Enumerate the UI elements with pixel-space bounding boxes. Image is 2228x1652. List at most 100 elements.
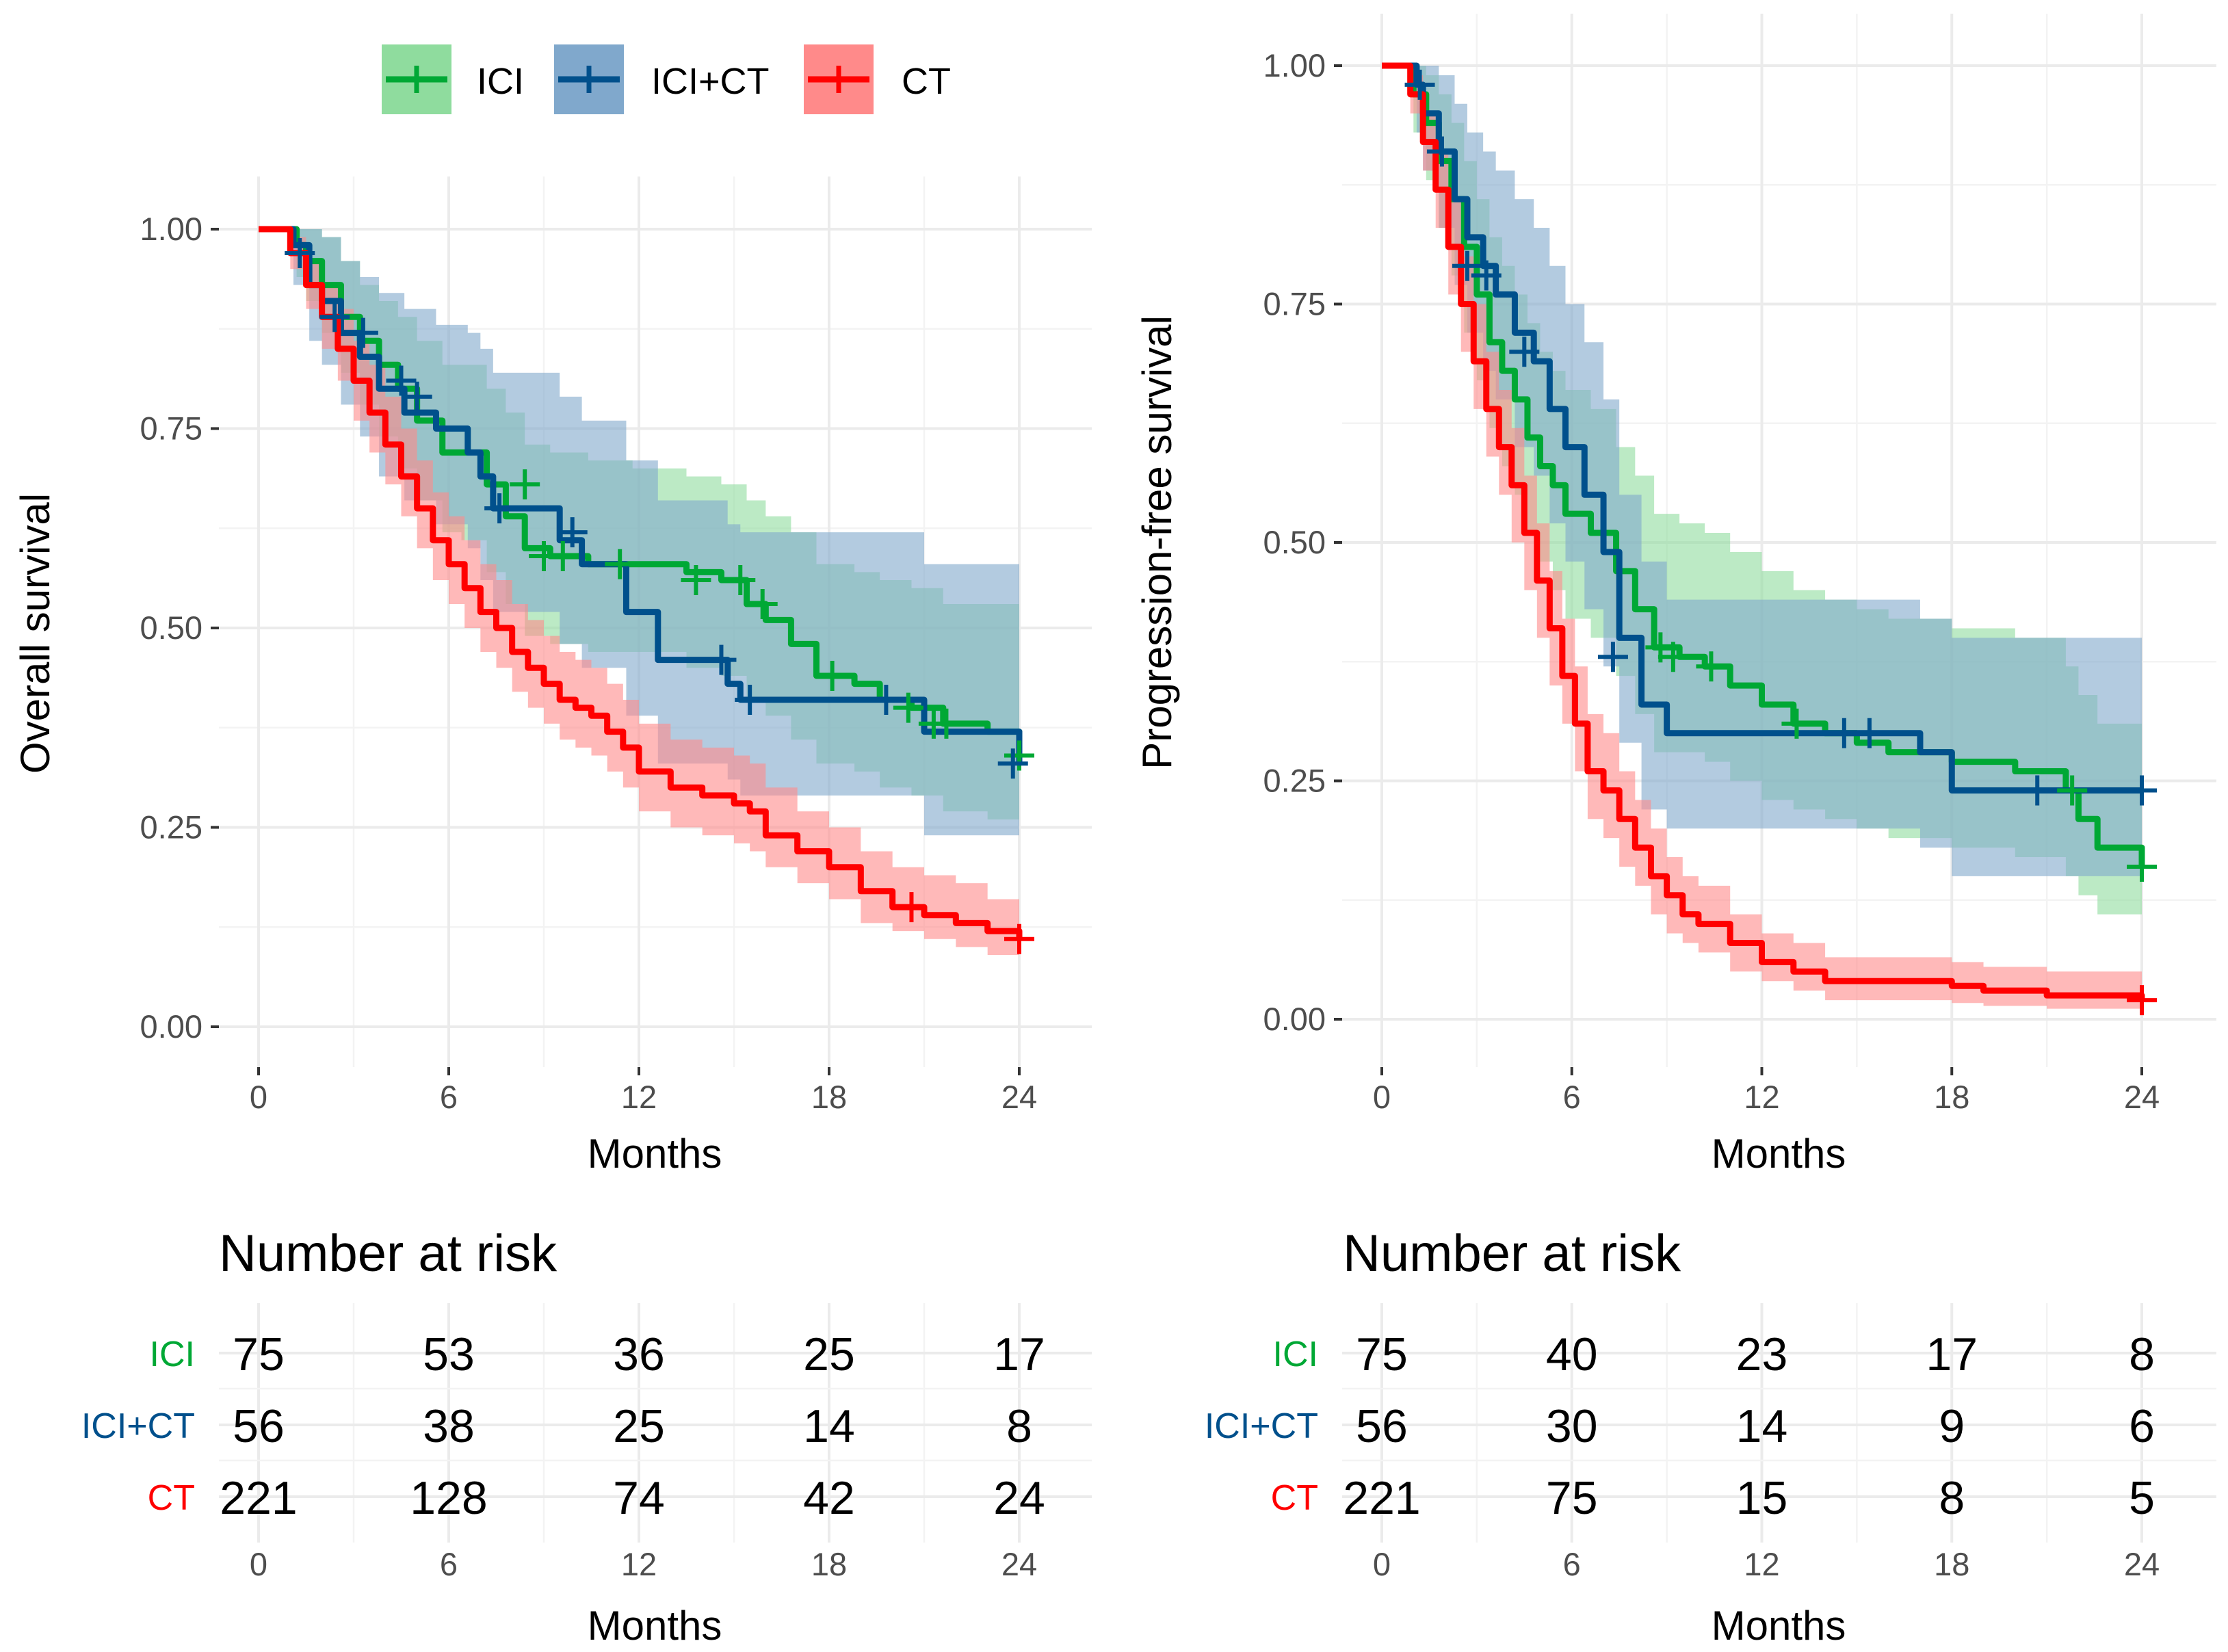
risk-count: 30: [1546, 1400, 1598, 1452]
risk-count: 42: [803, 1472, 855, 1524]
x-tick-label: 24: [2124, 1079, 2160, 1115]
risk-row-ici: ICI 75 40 23 17 8: [1273, 1328, 2155, 1380]
x-tick-label: 6: [1563, 1079, 1581, 1115]
censor-mark-ici-ct: [386, 365, 417, 396]
risk-count: 128: [410, 1472, 487, 1524]
x-tick-label: 6: [440, 1079, 458, 1115]
risk-count: 74: [613, 1472, 665, 1524]
ci-band-ici-ct: [1382, 66, 2142, 876]
risk-count: 17: [1926, 1328, 1978, 1380]
legend-label-ct: CT: [902, 61, 951, 102]
risk-time-label: 12: [621, 1546, 657, 1582]
censor-mark-ici: [547, 541, 578, 572]
censor-marks: [1404, 69, 2157, 1016]
risk-strata-label: ICI+CT: [1205, 1406, 1318, 1446]
risk-time-label: 24: [2124, 1546, 2160, 1582]
censor-mark-ici-ct: [557, 517, 588, 548]
risk-count: 56: [1356, 1400, 1408, 1452]
censor-mark-ici: [1657, 642, 1688, 672]
risk-table-grid: [219, 1303, 1092, 1543]
censor-mark-ici-ct: [1426, 136, 1457, 167]
risk-time-label: 24: [1001, 1546, 1037, 1582]
censor-mark-ici-ct: [1509, 337, 1540, 367]
risk-count: 25: [613, 1400, 665, 1452]
survival-curve-ici-ct: [259, 226, 1023, 764]
risk-count: 53: [423, 1328, 475, 1380]
risk-count: 56: [233, 1400, 285, 1452]
x-tick-label: 0: [1373, 1079, 1391, 1115]
risk-time-label: 18: [811, 1546, 847, 1582]
censor-mark-ici-ct: [348, 317, 378, 348]
x-axis-title: Months: [588, 1131, 722, 1177]
risk-table-overall-survival: Number at risk ICI 75 53 36 25 17 ICI+CT 56 38 25…: [81, 1224, 1092, 1649]
legend: ICI ICI+CT CT: [382, 44, 951, 114]
legend-label-ici: ICI: [477, 61, 524, 102]
censor-mark-ici: [931, 708, 962, 739]
censor-mark-ici-ct: [997, 748, 1028, 779]
censor-mark-ici: [605, 549, 635, 579]
censor-mark-ici-ct: [871, 684, 902, 715]
risk-count: 75: [233, 1328, 285, 1380]
censor-mark-ici-ct: [1829, 718, 1859, 748]
risk-table-title: Number at risk: [1343, 1224, 1681, 1283]
risk-table-rows: ICI 75 53 36 25 17 ICI+CT 56 38 25 14 8 CT 221 128 74 42…: [81, 1328, 1045, 1524]
y-tick-label: 0.00: [1263, 1001, 1326, 1037]
y-tick-label: 0.50: [1263, 524, 1326, 560]
risk-time-label: 0: [250, 1546, 267, 1582]
risk-time-label: 18: [1934, 1546, 1969, 1582]
y-tick-label: 0.75: [140, 410, 202, 447]
x-tick-label: 12: [1744, 1079, 1779, 1115]
km-plot-overall-survival: 0.00 0.25 0.50 0.75 1.00 0 6 12 18 24 Months Over…: [12, 176, 1092, 1177]
risk-time-label: 12: [1744, 1546, 1779, 1582]
censor-mark-ici-ct: [285, 237, 315, 268]
y-tick-label: 1.00: [140, 211, 202, 247]
risk-count: 23: [1736, 1328, 1788, 1380]
x-tick-label: 24: [1001, 1079, 1037, 1115]
risk-table-x-title: Months: [1712, 1603, 1846, 1649]
censor-mark-ici-ct: [1404, 69, 1435, 100]
risk-row-ct: CT 221 75 15 8 5: [1271, 1472, 2155, 1524]
censor-mark-ct: [896, 892, 927, 923]
risk-row-ct: CT 221 128 74 42 24: [148, 1472, 1045, 1524]
confidence-bands: [1382, 66, 2142, 1012]
risk-table-x-title: Months: [588, 1603, 722, 1649]
survival-curve-ct: [1382, 62, 2145, 1001]
risk-count: 25: [803, 1328, 855, 1380]
censor-mark-ici-ct: [706, 644, 737, 675]
risk-time-label: 0: [1373, 1546, 1391, 1582]
y-tick-label: 0.25: [1263, 763, 1326, 799]
risk-count: 38: [423, 1400, 475, 1452]
risk-table-time-ticks: 0 6 12 18 24: [1373, 1546, 2160, 1582]
censor-mark-ici: [1004, 740, 1034, 771]
risk-time-label: 6: [440, 1546, 458, 1582]
censor-mark-ici: [510, 469, 540, 500]
censor-mark-ici-ct: [1854, 718, 1885, 748]
legend-label-ici-ct: ICI+CT: [651, 61, 770, 102]
legend-item-ct: CT: [804, 44, 951, 114]
censor-mark-ici-ct: [1597, 642, 1628, 672]
y-tick-label: 1.00: [1263, 47, 1326, 83]
censor-mark-ici: [2057, 775, 2088, 806]
survival-curve-ct: [259, 226, 1023, 939]
risk-count: 14: [1736, 1400, 1788, 1452]
risk-table-rows: ICI 75 40 23 17 8 ICI+CT 56 30 14 9 6 CT 221 75 15 8 5: [1205, 1328, 2155, 1524]
censor-mark-ici-ct: [1452, 250, 1482, 281]
risk-count: 75: [1546, 1472, 1598, 1524]
risk-row-ici-ct: ICI+CT 56 38 25 14 8: [81, 1400, 1032, 1452]
censor-mark-ici: [2127, 851, 2157, 882]
risk-count: 36: [613, 1328, 665, 1380]
censor-mark-ici-ct: [2022, 775, 2053, 806]
risk-count: 8: [1939, 1472, 1965, 1524]
censor-mark-ici-ct: [402, 381, 432, 412]
risk-strata-label: ICI+CT: [81, 1406, 195, 1446]
risk-count: 8: [1006, 1400, 1032, 1452]
x-tick-label: 12: [621, 1079, 657, 1115]
risk-count: 6: [2129, 1400, 2155, 1452]
y-tick-label: 0.50: [140, 609, 202, 646]
x-tick-label: 18: [1934, 1079, 1969, 1115]
censor-mark-ici: [1781, 708, 1812, 739]
x-tick-label: 0: [250, 1079, 267, 1115]
risk-count: 5: [2129, 1472, 2155, 1524]
risk-count: 9: [1939, 1400, 1965, 1452]
